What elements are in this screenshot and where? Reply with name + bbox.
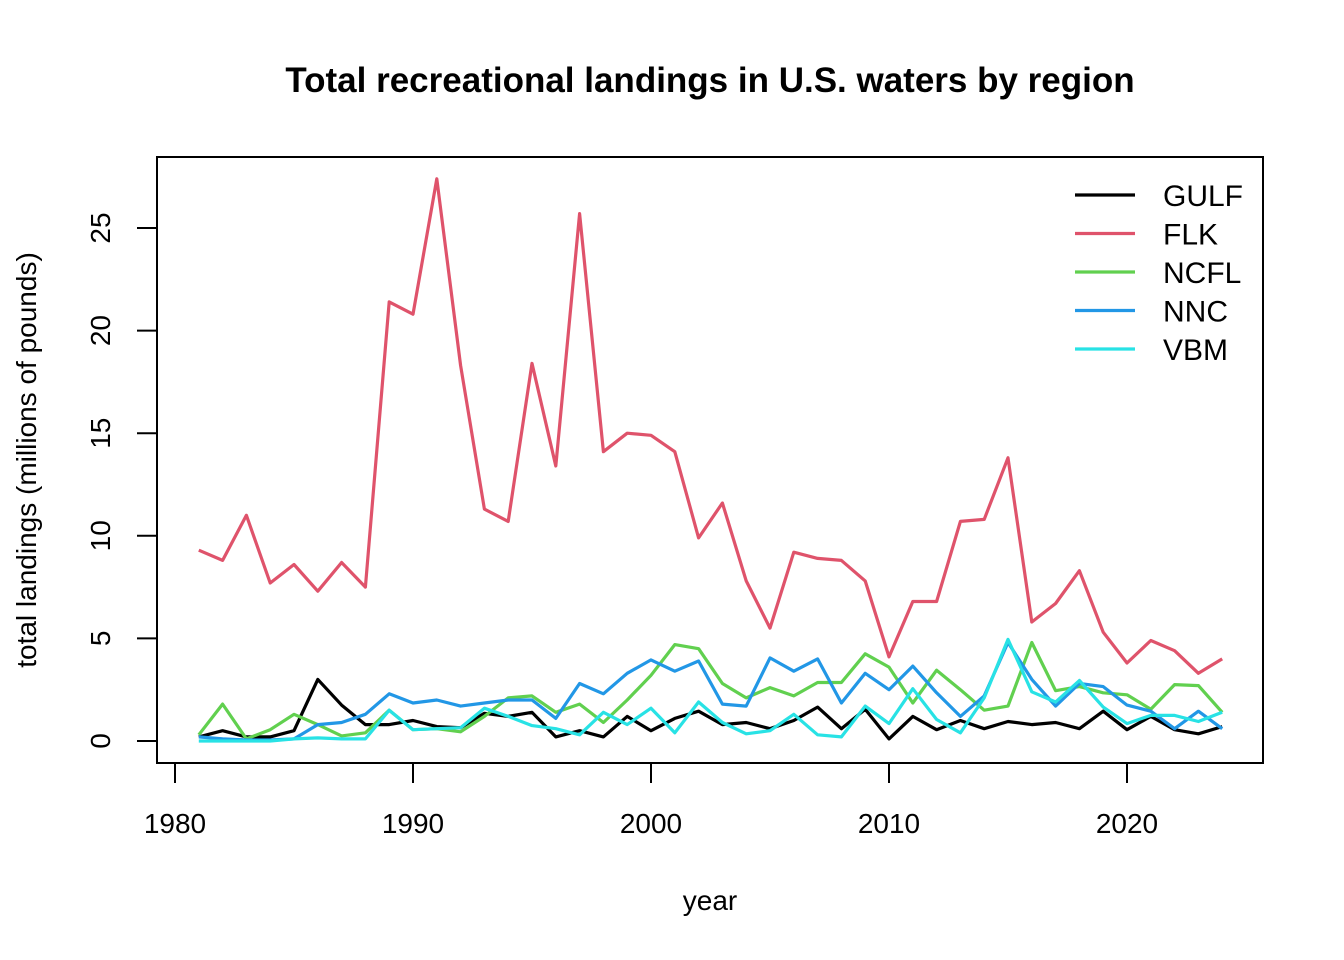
y-tick-label: 15: [85, 418, 116, 449]
legend: GULF FLK NCFL NNC VBM: [1075, 180, 1243, 367]
y-tick-label: 10: [85, 520, 116, 551]
y-tick-label: 20: [85, 315, 116, 346]
legend-label: VBM: [1163, 334, 1228, 367]
plot-frame: [156, 156, 1264, 764]
series-lines: [197, 177, 1224, 743]
y-axis-label: total landings (millions of pounds): [11, 252, 42, 668]
chart-title: Total recreational landings in U.S. wate…: [285, 61, 1134, 100]
y-tick-label: 25: [85, 212, 116, 243]
x-tick-label: 1990: [382, 808, 444, 839]
series-line-vbm: [198, 637, 1223, 743]
y-axis: 0 5 10 15 20 25: [85, 212, 158, 749]
series-line-gulf: [198, 677, 1223, 741]
legend-label: NNC: [1163, 296, 1228, 329]
series-line-ncfl: [197, 640, 1224, 741]
x-tick-label: 1980: [144, 808, 206, 839]
x-tick-label: 2010: [858, 808, 920, 839]
y-tick-label: 5: [85, 631, 116, 647]
legend-label: GULF: [1163, 180, 1243, 213]
series-line-flk: [198, 177, 1224, 675]
x-axis-label: year: [683, 885, 737, 916]
x-axis: 1980 1990 2000 2010 2020: [144, 762, 1158, 839]
y-tick-label: 0: [85, 733, 116, 749]
legend-label: NCFL: [1163, 257, 1241, 290]
x-tick-label: 2020: [1096, 808, 1158, 839]
x-tick-label: 2000: [620, 808, 682, 839]
legend-label: FLK: [1163, 219, 1218, 252]
